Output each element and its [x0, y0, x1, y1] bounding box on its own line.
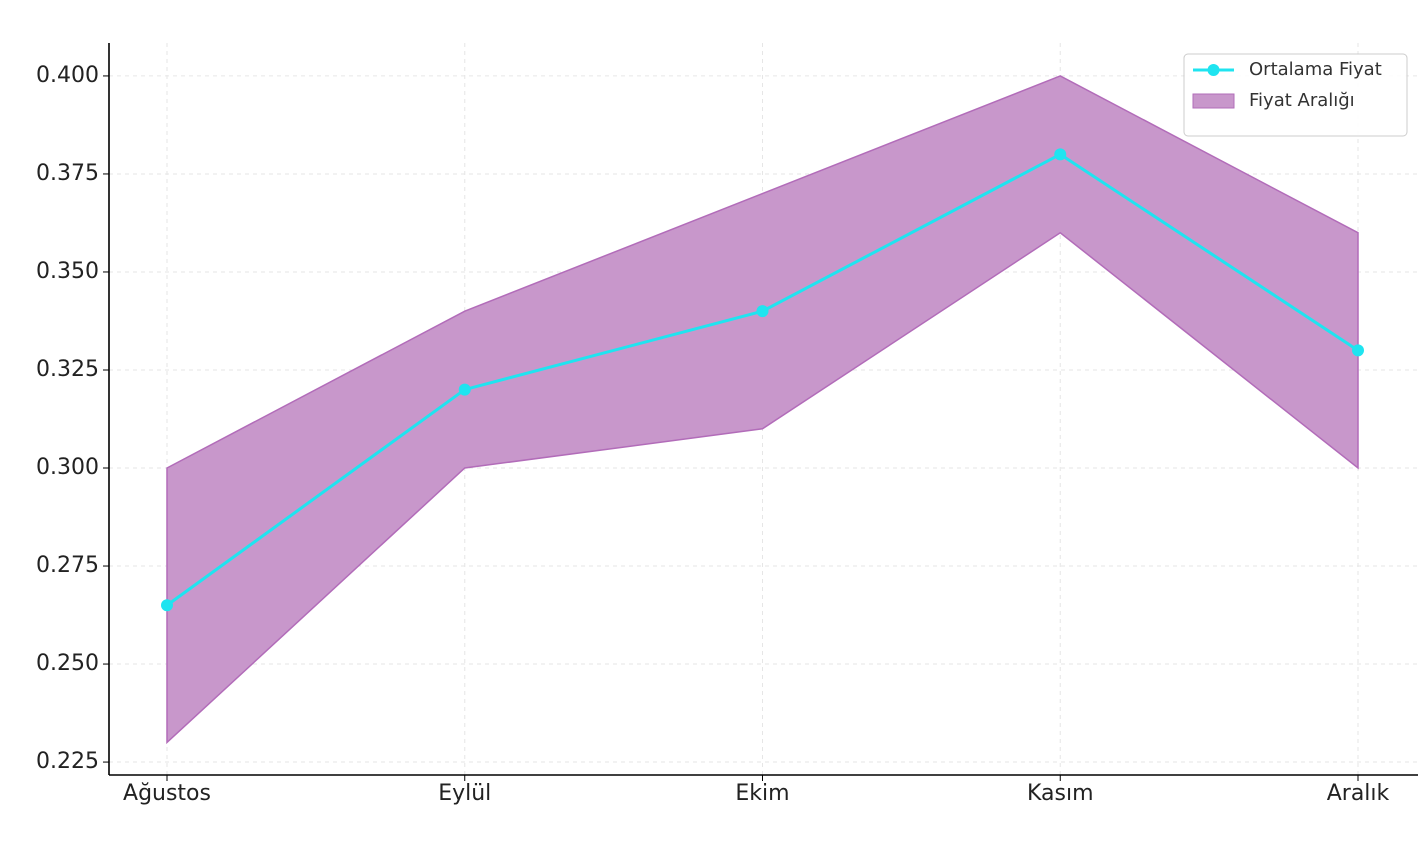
x-tick-label: Ağustos — [123, 781, 211, 806]
legend-swatch — [1192, 93, 1235, 109]
legend-label: Ortalama Fiyat — [1249, 59, 1382, 80]
y-tick-label: 0.225 — [36, 749, 99, 774]
mean-marker — [161, 599, 173, 612]
y-tick-label: 0.250 — [36, 651, 99, 676]
mean-marker — [1352, 344, 1364, 357]
y-tick-label: 0.325 — [36, 357, 99, 382]
y-tick-label: 0.350 — [36, 259, 99, 284]
y-tick-label: 0.300 — [36, 455, 99, 480]
x-tick-label: Aralık — [1327, 781, 1390, 806]
mean-marker — [458, 383, 471, 396]
legend-label: Fiyat Aralığı — [1249, 90, 1355, 111]
x-tick-label: Eylül — [438, 781, 491, 806]
y-tick-label: 0.375 — [36, 161, 99, 186]
x-tick-label: Ekim — [735, 781, 789, 806]
x-tick-label: Kasım — [1027, 781, 1094, 806]
mean-marker — [756, 305, 769, 318]
range-area — [166, 75, 1359, 745]
legend-box — [1183, 53, 1408, 137]
y-tick-label: 0.400 — [36, 63, 99, 88]
legend-marker — [1207, 64, 1220, 76]
y-tick-label: 0.275 — [36, 553, 99, 578]
mean-marker — [1054, 148, 1067, 161]
